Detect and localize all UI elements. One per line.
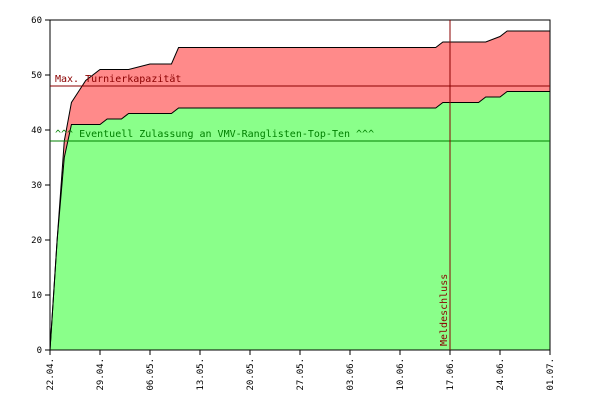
- x-tick-label: 01.07.: [546, 358, 556, 391]
- series-line-lower: [49, 91, 550, 351]
- x-tick-label: 10.06.: [396, 358, 406, 391]
- x-tick-label: 20.05.: [246, 358, 256, 391]
- x-tick-label: 03.06.: [346, 358, 356, 391]
- y-tick-label: 30: [31, 181, 42, 191]
- x-tick-label: 13.05.: [196, 358, 206, 391]
- x-tick-label: 17.06.: [446, 358, 456, 391]
- y-tick-label: 40: [31, 126, 42, 136]
- y-tick-label: 20: [31, 236, 42, 246]
- series-line-upper: [49, 30, 550, 351]
- reference-label-1: ^^^ Eventuell Zulassung an VMV-Rangliste…: [55, 129, 374, 140]
- y-tick-label: 0: [37, 346, 42, 356]
- deadline-label: Meldeschluss: [439, 274, 450, 346]
- x-tick-label: 24.06.: [496, 358, 506, 391]
- reference-label-0: Max. Turnierkapazität: [55, 74, 181, 85]
- x-tick-label: 29.04.: [96, 358, 106, 391]
- x-tick-label: 27.05.: [296, 358, 306, 391]
- x-tick-label: 06.05.: [146, 358, 156, 391]
- y-tick-label: 10: [31, 291, 42, 301]
- x-tick-label: 22.04.: [46, 358, 56, 391]
- y-tick-label: 50: [31, 71, 42, 81]
- y-tick-label: 60: [31, 16, 42, 26]
- series-area-lower: [50, 91, 550, 350]
